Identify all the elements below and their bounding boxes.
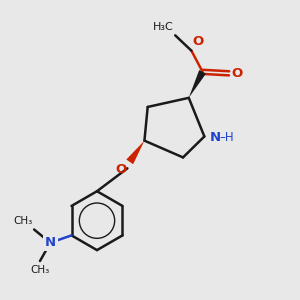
- Polygon shape: [126, 141, 144, 164]
- Text: N: N: [45, 236, 56, 249]
- Text: –H: –H: [220, 131, 234, 144]
- Text: N: N: [210, 131, 221, 144]
- Text: O: O: [115, 163, 126, 176]
- Text: O: O: [193, 35, 204, 48]
- Polygon shape: [189, 70, 206, 98]
- Text: O: O: [231, 67, 243, 80]
- Text: H₃C: H₃C: [153, 22, 174, 32]
- Text: CH₃: CH₃: [30, 265, 50, 275]
- Text: CH₃: CH₃: [14, 216, 33, 226]
